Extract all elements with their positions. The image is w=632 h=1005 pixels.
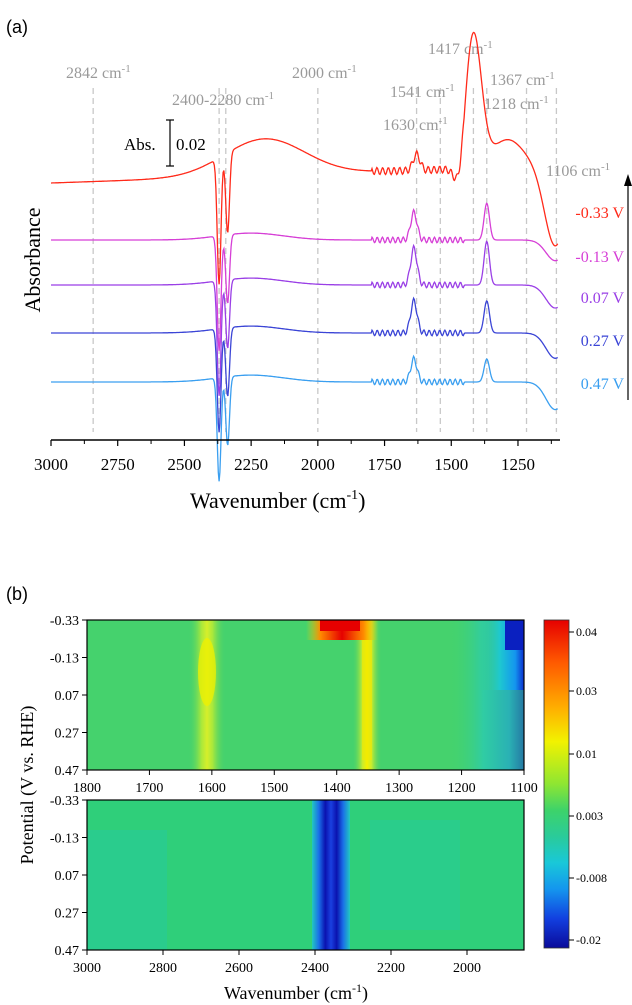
b-ytick-label: 0.07 [55,869,80,884]
potential-label: -0.33 V [575,205,624,222]
potential-labels: -0.33 V -0.13 V 0.07 V 0.27 V 0.47 V [575,205,624,393]
peak-label: 1417 cm-1 [428,39,493,58]
b-xtick-label: 3000 [73,961,101,976]
axis-a-xlabel: Wavenumber (cm-1) [190,488,365,513]
a-xtick-label: 1500 [434,455,468,474]
b-xtick-label: 1100 [510,781,537,796]
b-xtick-label: 2600 [225,961,253,976]
panel-a-label: (a) [6,17,28,37]
potential-arrow [624,174,632,400]
peak-label: 1106 cm-1 [546,161,610,180]
cbar-tick-label: 0.003 [576,809,603,823]
b-ytick-label: 0.47 [55,944,80,959]
cbar-tick-label: 0.03 [576,684,597,698]
peak-label: 2000 cm-1 [292,63,357,82]
b-ytick-label: -0.13 [50,652,79,667]
axis-b-ylabel: Potential (V vs. RHE) [17,706,38,865]
cbar-tick-label: -0.008 [576,871,607,885]
a-xtick-label: 2000 [301,455,335,474]
heatmap-bottom [87,800,524,950]
b-ytick-label: -0.33 [50,614,79,629]
heatmap-bottom-ticks: 3000 2800 2600 2400 2200 2000 -0.33 -0.13 0.07 0.… [50,794,481,976]
peak-label: 2400-2280 cm-1 [172,90,274,109]
a-xtick-label: 1250 [501,455,535,474]
b-xtick-label: 1200 [448,781,476,796]
peak-labels: 2842 cm-1 2400-2280 cm-1 2000 cm-1 1630 cm-… [66,39,610,180]
peak-label: 2842 cm-1 [66,63,131,82]
peak-label: 1541 cm-1 [390,82,455,101]
potential-label: 0.47 V [581,376,625,393]
b-ytick-label: -0.13 [50,832,79,847]
spectrum-curve [51,354,559,482]
b-ytick-label: -0.33 [50,794,79,809]
a-xtick-label: 1750 [368,455,402,474]
b-xtick-label: 1400 [323,781,351,796]
panel-b-label: (b) [6,584,28,604]
b-ytick-label: 0.07 [55,689,80,704]
potential-label: 0.27 V [581,333,625,350]
cbar-tick-label: 0.04 [576,625,597,639]
b-ytick-label: 0.47 [55,764,80,779]
axis-b-xlabel: Wavenumber (cm-1) [224,981,368,1004]
potential-label: 0.07 V [581,290,625,307]
a-xtick-label: 2250 [234,455,268,474]
spectrum-curve [51,296,558,433]
axis-a-ylabel: Absorbance [20,207,45,312]
spectrum-curve [51,240,558,396]
peak-label: 1218 cm-1 [484,94,549,113]
a-xtick-label: 3000 [34,455,68,474]
b-xtick-label: 1300 [385,781,413,796]
cbar-tick-label: -0.02 [576,933,601,947]
a-xtick-label: 2500 [167,455,201,474]
peak-label: 1367 cm-1 [490,70,555,89]
a-xtick-label: 2750 [101,455,135,474]
axis-a: 3000 2750 2500 2250 2000 1750 1500 1250 [34,439,560,474]
scale-bar-label: Abs. [124,135,156,154]
heatmap-top [87,620,524,770]
heatmap-top-ticks: 1800 1700 1600 1500 1400 1300 1200 1100 -0.33 -0.… [50,614,538,796]
b-xtick-label: 2400 [301,961,329,976]
spectrum-curve [51,202,558,351]
cbar-tick-label: 0.01 [576,747,597,761]
b-ytick-label: 0.27 [55,727,80,742]
spectra-curves [51,31,559,482]
colorbar [543,619,570,949]
scale-bar: Abs. 0.02 [124,119,206,167]
b-xtick-label: 1700 [135,781,163,796]
colorbar-ticks: 0.04 0.03 0.01 0.003 -0.008 -0.02 [569,625,607,947]
b-xtick-label: 1500 [260,781,288,796]
b-ytick-label: 0.27 [55,907,80,922]
b-xtick-label: 1800 [73,781,101,796]
peak-lines [92,88,558,432]
potential-label: -0.13 V [575,249,624,266]
b-xtick-label: 2200 [377,961,405,976]
scale-bar-value: 0.02 [176,135,206,154]
b-xtick-label: 1600 [198,781,226,796]
b-xtick-label: 2800 [149,961,177,976]
b-xtick-label: 2000 [453,961,481,976]
peak-label: 1630 cm-1 [383,115,448,134]
spectrum-curve [51,31,559,285]
